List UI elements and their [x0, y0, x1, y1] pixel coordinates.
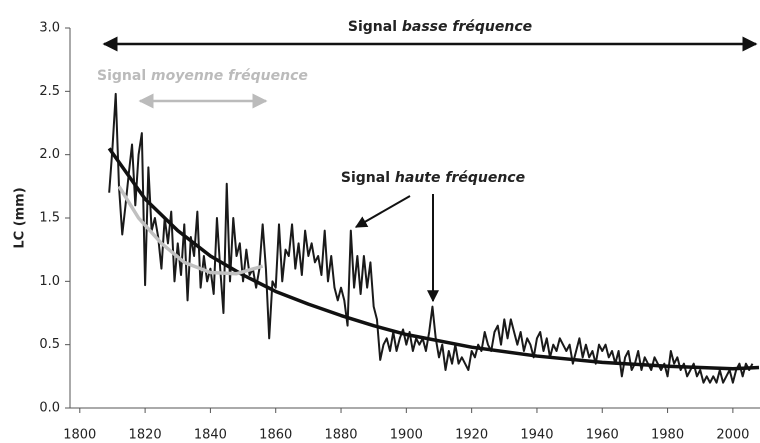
- x-tick-label: 2000: [716, 428, 749, 443]
- x-tick-label: 1980: [651, 428, 684, 443]
- x-tick-label: 1940: [520, 428, 553, 443]
- data-line: [108, 92, 754, 384]
- x-tick-label: 1860: [259, 428, 292, 443]
- y-tick-label: 2.0: [39, 147, 60, 162]
- y-tick-label: 1.5: [39, 211, 60, 226]
- x-tick-label: 1900: [390, 428, 423, 443]
- arrow: [354, 195, 411, 228]
- annotation: Signal basse fréquence: [348, 19, 532, 35]
- trend-curve: [117, 185, 264, 276]
- x-tick-label: 1920: [455, 428, 488, 443]
- x-tick-label: 1880: [324, 428, 357, 443]
- y-tick-label: 0.5: [39, 337, 60, 352]
- annotation: Signal haute fréquence: [341, 170, 525, 186]
- trend-curve: [107, 147, 760, 371]
- y-tick-label: 1.0: [39, 274, 60, 289]
- x-tick-label: 1820: [129, 428, 162, 443]
- y-tick-label: 0.0: [39, 401, 60, 416]
- x-tick-label: 1840: [194, 428, 227, 443]
- x-tick-label: 1960: [586, 428, 619, 443]
- annotation: Signal moyenne fréquence: [97, 68, 308, 84]
- x-tick-label: 1800: [63, 428, 96, 443]
- y-tick-label: 3.0: [39, 21, 60, 36]
- y-axis-label: LC (mm): [13, 187, 28, 248]
- y-tick-label: 2.5: [39, 84, 60, 99]
